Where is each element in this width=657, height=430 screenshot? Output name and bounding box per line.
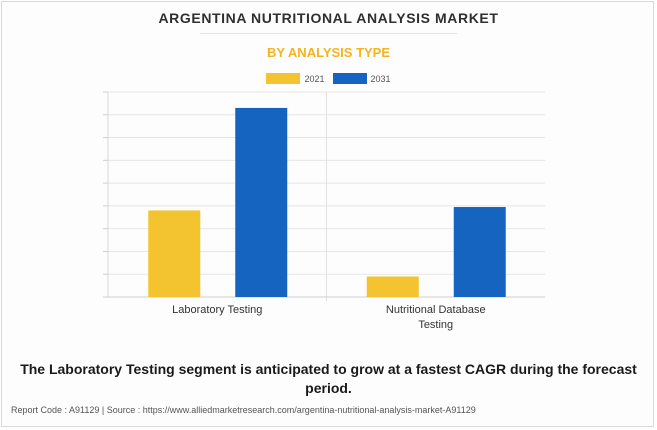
x-tick-label: Nutritional Database Testing bbox=[386, 304, 486, 331]
bar-2031 bbox=[453, 207, 506, 297]
chart-title: ARGENTINA NUTRITIONAL ANALYSIS MARKET bbox=[158, 10, 499, 26]
legend-swatch-2021 bbox=[266, 73, 301, 84]
legend-label-2021: 2021 bbox=[304, 73, 325, 84]
bar-2031 bbox=[235, 107, 288, 297]
legend-item-2021: 2021 bbox=[266, 73, 325, 84]
legend-label-2031: 2031 bbox=[370, 73, 391, 84]
legend-item-2031: 2031 bbox=[332, 73, 391, 84]
insight-statement: The Laboratory Testing segment is antici… bbox=[20, 361, 637, 396]
bar-2021 bbox=[366, 276, 419, 297]
report-source: Report Code : A91129 | Source : https://… bbox=[11, 405, 476, 415]
bar-2021 bbox=[148, 210, 201, 297]
title-divider bbox=[200, 33, 457, 34]
chart-subtitle: BY ANALYSIS TYPE bbox=[266, 45, 391, 60]
legend-swatch-2031 bbox=[332, 73, 367, 84]
bar-chart: Laboratory Testing Nutritional Database Te… bbox=[103, 91, 545, 331]
legend: 2021 2031 bbox=[0, 73, 657, 84]
x-tick-label: Laboratory Testing bbox=[172, 304, 262, 316]
